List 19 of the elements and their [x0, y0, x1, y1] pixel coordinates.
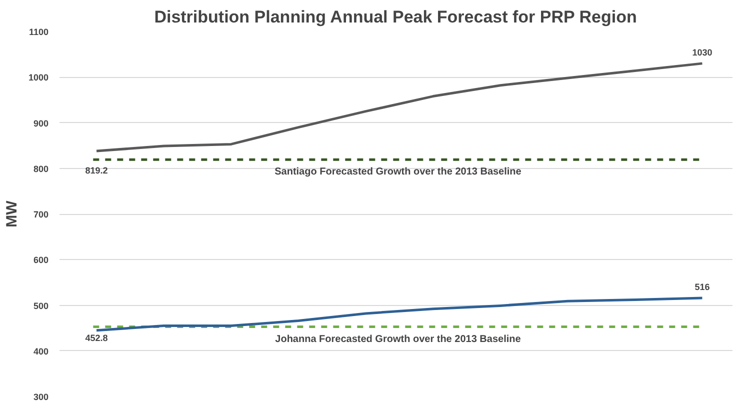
data-label: 516 [694, 282, 710, 292]
chart-title: Distribution Planning Annual Peak Forecast for PRP Region [154, 8, 637, 26]
y-tick-label: 700 [33, 210, 49, 220]
y-tick-label: 1100 [28, 27, 49, 37]
y-tick-label: 500 [33, 300, 49, 311]
y-tick-label: 400 [33, 346, 49, 356]
ref-line-label: Johanna Forecasted Growth over the 2013 Baseline [275, 334, 522, 345]
line-series [95, 62, 704, 152]
annotation: 819.2 [85, 166, 108, 176]
line-series [95, 296, 704, 332]
y-tick-label: 800 [33, 164, 49, 174]
y-tick-label: 600 [33, 255, 49, 266]
annotation: 452.8 [85, 332, 108, 343]
ref-line-label: Santiago Forecasted Growth over the 2013 Baseline [274, 166, 522, 178]
y-tick-label: 900 [33, 118, 49, 128]
y-tick-label: 1000 [28, 72, 49, 83]
data-label: 1030 [692, 47, 712, 58]
y-axis-title: MW [3, 200, 20, 228]
y-tick-label: 300 [33, 392, 49, 402]
